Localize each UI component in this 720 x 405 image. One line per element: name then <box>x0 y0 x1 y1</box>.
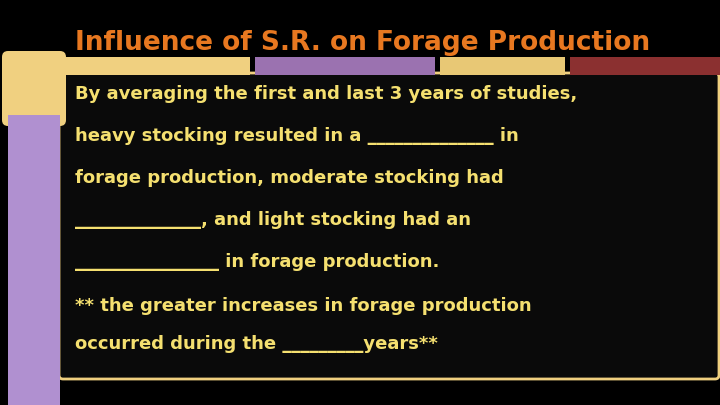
Text: heavy stocking resulted in a ______________ in: heavy stocking resulted in a ___________… <box>75 127 518 145</box>
Bar <box>255 57 435 75</box>
FancyBboxPatch shape <box>2 51 66 126</box>
FancyBboxPatch shape <box>59 73 719 379</box>
Text: forage production, moderate stocking had: forage production, moderate stocking had <box>75 169 504 187</box>
Text: By averaging the first and last 3 years of studies,: By averaging the first and last 3 years … <box>75 85 577 103</box>
Bar <box>440 57 565 75</box>
Text: ** the greater increases in forage production: ** the greater increases in forage produ… <box>75 297 531 315</box>
Bar <box>65 57 250 75</box>
Bar <box>8 115 60 405</box>
Text: ______________, and light stocking had an: ______________, and light stocking had a… <box>75 211 471 229</box>
Text: occurred during the _________years**: occurred during the _________years** <box>75 335 438 353</box>
Text: Influence of S.R. on Forage Production: Influence of S.R. on Forage Production <box>75 30 650 56</box>
Text: ________________ in forage production.: ________________ in forage production. <box>75 253 439 271</box>
Bar <box>570 57 720 75</box>
